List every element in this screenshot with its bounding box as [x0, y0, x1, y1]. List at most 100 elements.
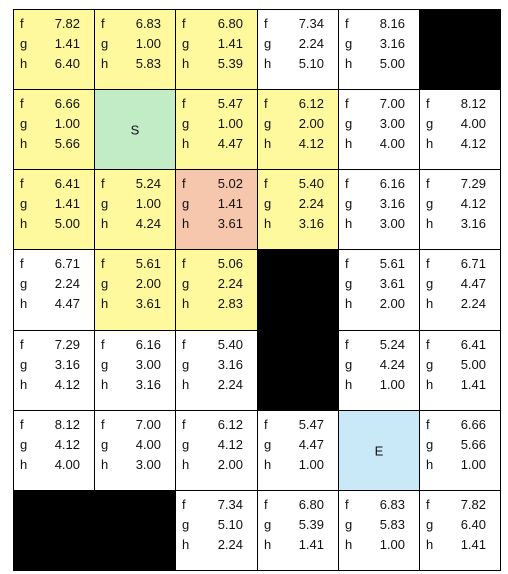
g-key-label: g: [20, 357, 28, 372]
f-value: 7.29: [460, 176, 486, 191]
g-key-label: g: [101, 36, 109, 51]
f-row: f 6.41: [426, 335, 486, 355]
g-row: g 2.00: [264, 114, 324, 134]
h-value: 3.16: [298, 216, 324, 231]
h-row: h 4.24: [101, 214, 161, 234]
f-value: 7.00: [135, 417, 161, 432]
g-key-label: g: [101, 437, 109, 452]
grid-cell: f 7.34 g 5.10 h 2.24: [175, 490, 258, 571]
h-key-label: h: [426, 457, 434, 472]
g-row: g 2.24: [182, 274, 243, 294]
g-value: 5.83: [379, 517, 405, 532]
h-value: 3.61: [135, 296, 161, 311]
h-key-label: h: [182, 216, 190, 231]
h-row: h 1.41: [426, 375, 486, 395]
g-row: g 3.16: [345, 34, 405, 54]
astar-grid: f 7.82 g 1.41 h 6.40 f 6.83 g 1.00 h 5.83 f 6.80 g 1.41…: [13, 9, 501, 571]
grid-cell: f 7.29 g 3.16 h 4.12: [13, 330, 95, 411]
f-value: 6.12: [298, 96, 324, 111]
h-value: 1.41: [460, 537, 486, 552]
h-key-label: h: [101, 457, 109, 472]
g-value: 4.47: [460, 276, 486, 291]
grid-cell: f 6.66 g 5.66 h 1.00: [419, 410, 501, 491]
g-value: 4.47: [298, 437, 324, 452]
h-value: 3.00: [379, 216, 405, 231]
h-key-label: h: [264, 457, 272, 472]
h-key-label: h: [20, 136, 28, 151]
f-row: f 7.29: [20, 335, 80, 355]
h-row: h 2.83: [182, 294, 243, 314]
g-key-label: g: [426, 357, 434, 372]
g-value: 2.00: [298, 116, 324, 131]
f-key-label: f: [182, 96, 186, 111]
grid-cell: f 6.83 g 1.00 h 5.83: [94, 9, 176, 90]
f-row: f 6.16: [345, 174, 405, 194]
grid-cell: f 5.40 g 2.24 h 3.16: [257, 169, 339, 250]
g-row: g 1.00: [182, 114, 243, 134]
f-row: f 6.12: [182, 415, 243, 435]
f-value: 7.82: [54, 16, 80, 31]
h-row: h 5.10: [264, 54, 324, 74]
grid-cell: f 6.41 g 1.41 h 5.00: [13, 169, 95, 250]
f-row: f 5.61: [345, 254, 405, 274]
h-value: 1.41: [460, 377, 486, 392]
current-cell: f 5.02 g 1.41 h 3.61: [175, 169, 258, 250]
f-value: 5.02: [217, 176, 243, 191]
g-value: 4.00: [460, 116, 486, 131]
h-key-label: h: [426, 377, 434, 392]
f-key-label: f: [20, 417, 24, 432]
h-row: h 1.00: [345, 375, 405, 395]
h-row: h 4.12: [426, 134, 486, 154]
h-value: 2.24: [217, 377, 243, 392]
f-key-label: f: [182, 417, 186, 432]
wall-cell: [419, 9, 501, 90]
f-row: f 6.71: [20, 254, 80, 274]
f-row: f 7.00: [101, 415, 161, 435]
g-key-label: g: [182, 36, 190, 51]
g-value: 1.41: [217, 36, 243, 51]
g-value: 1.00: [54, 116, 80, 131]
g-value: 2.24: [298, 196, 324, 211]
g-value: 4.24: [379, 357, 405, 372]
grid-cell: f 7.00 g 4.00 h 3.00: [94, 410, 176, 491]
h-key-label: h: [345, 377, 353, 392]
start-label: S: [130, 122, 140, 137]
h-key-label: h: [345, 216, 353, 231]
h-row: h 3.00: [345, 214, 405, 234]
h-row: h 1.00: [426, 455, 486, 475]
g-value: 1.41: [217, 196, 243, 211]
f-row: f 5.06: [182, 254, 243, 274]
g-row: g 1.00: [20, 114, 80, 134]
f-row: f 5.24: [101, 174, 161, 194]
g-key-label: g: [264, 116, 272, 131]
g-row: g 4.00: [101, 435, 161, 455]
h-key-label: h: [101, 377, 109, 392]
h-row: h 6.40: [20, 54, 80, 74]
g-value: 4.12: [54, 437, 80, 452]
h-key-label: h: [101, 216, 109, 231]
h-row: h 3.16: [101, 375, 161, 395]
f-key-label: f: [264, 176, 268, 191]
f-row: f 6.83: [345, 495, 405, 515]
f-row: f 7.82: [426, 495, 486, 515]
f-value: 6.16: [379, 176, 405, 191]
g-row: g 3.16: [182, 355, 243, 375]
f-value: 5.47: [298, 417, 324, 432]
f-value: 6.16: [135, 337, 161, 352]
h-row: h 4.00: [345, 134, 405, 154]
h-value: 1.00: [379, 537, 405, 552]
wall-cell: [257, 249, 339, 331]
f-key-label: f: [182, 497, 186, 512]
g-key-label: g: [264, 437, 272, 452]
h-key-label: h: [20, 216, 28, 231]
f-row: f 7.34: [264, 14, 324, 34]
g-row: g 5.39: [264, 515, 324, 535]
h-key-label: h: [20, 457, 28, 472]
f-key-label: f: [426, 497, 430, 512]
f-key-label: f: [264, 417, 268, 432]
grid-cell: f 5.47 g 1.00 h 4.47: [175, 89, 258, 170]
f-key-label: f: [345, 96, 349, 111]
g-key-label: g: [20, 437, 28, 452]
f-value: 8.16: [379, 16, 405, 31]
g-key-label: g: [101, 276, 109, 291]
